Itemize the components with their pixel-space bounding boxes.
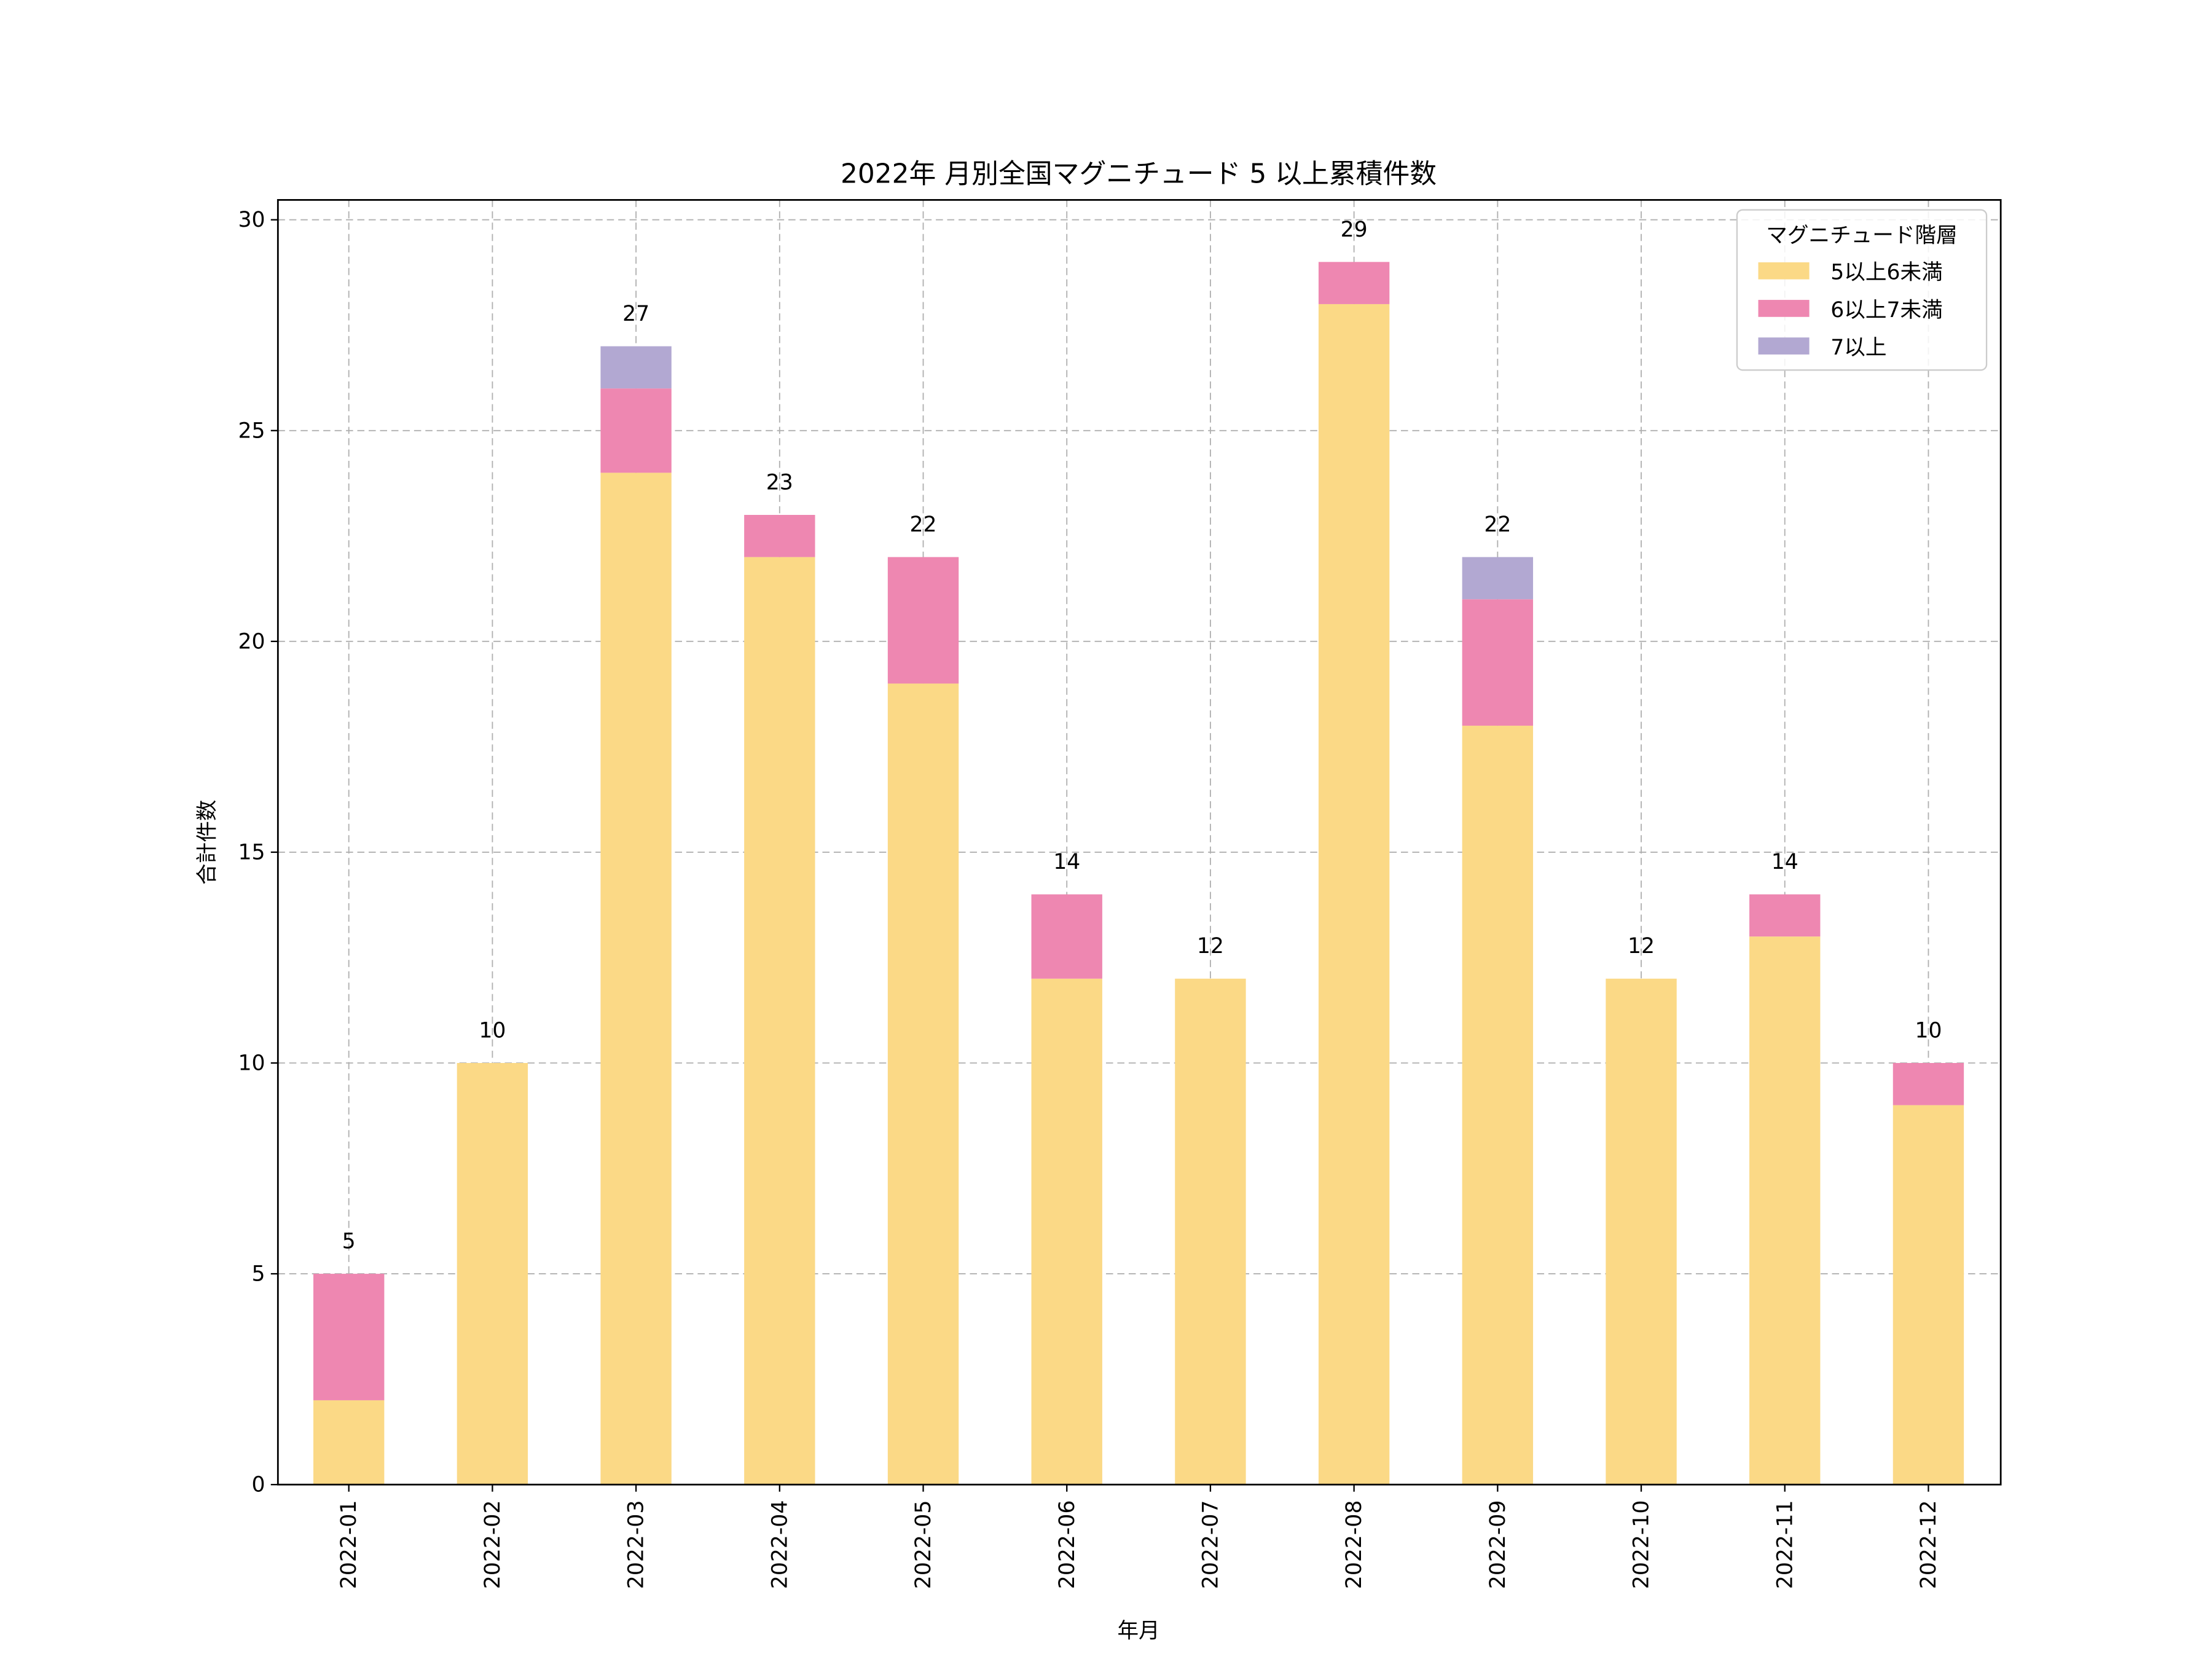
bar-segment bbox=[1462, 557, 1534, 600]
bar-segment bbox=[1749, 894, 1821, 937]
bar-segment bbox=[1318, 304, 1390, 1485]
total-label: 5 bbox=[342, 1230, 356, 1254]
y-axis-label: 合計件数 bbox=[195, 800, 219, 885]
y-tick-label: 10 bbox=[238, 1051, 265, 1076]
x-tick-label: 2022-01 bbox=[337, 1500, 361, 1590]
bar-segment bbox=[887, 557, 959, 684]
x-tick-label: 2022-12 bbox=[1916, 1500, 1941, 1590]
y-tick-label: 20 bbox=[238, 629, 265, 654]
legend-swatch bbox=[1758, 300, 1810, 317]
x-tick-label: 2022-11 bbox=[1773, 1500, 1797, 1590]
bar-segment bbox=[1749, 936, 1821, 1485]
legend-swatch bbox=[1758, 262, 1810, 280]
bar-segment bbox=[1892, 1063, 1964, 1105]
bar-segment bbox=[1175, 978, 1246, 1485]
bar-segment bbox=[1031, 894, 1102, 979]
legend: マグニチュード階層 5以上6未満 6以上7未満 7以上 bbox=[1736, 209, 1988, 371]
total-label: 10 bbox=[479, 1018, 506, 1043]
legend-entry: 6以上7未満 bbox=[1830, 298, 1942, 323]
total-label: 14 bbox=[1053, 850, 1080, 874]
y-tick-label: 15 bbox=[238, 840, 265, 865]
grid bbox=[278, 200, 2001, 1486]
bar-segment bbox=[1892, 1105, 1964, 1485]
total-label: 12 bbox=[1628, 934, 1655, 959]
x-tick-label: 2022-02 bbox=[480, 1500, 505, 1590]
bar-segment bbox=[1318, 262, 1390, 304]
bar-segment bbox=[313, 1400, 385, 1485]
legend-box bbox=[1736, 209, 1988, 371]
y-tick-label: 5 bbox=[252, 1262, 265, 1287]
x-tick-label: 2022-05 bbox=[911, 1500, 936, 1590]
total-label: 23 bbox=[766, 470, 793, 495]
x-tick-label: 2022-07 bbox=[1198, 1500, 1223, 1590]
legend-title: マグニチュード階層 bbox=[1766, 224, 1957, 248]
bar-segment bbox=[1462, 726, 1534, 1485]
x-tick-label: 2022-09 bbox=[1486, 1500, 1510, 1590]
x-tick-label: 2022-06 bbox=[1055, 1500, 1080, 1590]
bars bbox=[313, 262, 1964, 1485]
total-label: 12 bbox=[1197, 934, 1224, 959]
bar-segment bbox=[1031, 978, 1102, 1485]
bar-segment bbox=[887, 683, 959, 1485]
x-axis-label: 年月 bbox=[1117, 1618, 1159, 1643]
y-tick-label: 25 bbox=[238, 418, 265, 443]
total-label: 14 bbox=[1771, 850, 1798, 874]
total-label: 29 bbox=[1341, 218, 1368, 242]
bar-segment bbox=[600, 388, 672, 473]
x-tick-label: 2022-10 bbox=[1630, 1500, 1654, 1590]
bar-segment bbox=[600, 473, 672, 1485]
x-tick-label: 2022-03 bbox=[624, 1500, 649, 1590]
total-label: 22 bbox=[909, 512, 936, 537]
plot-frame bbox=[276, 199, 2002, 1486]
y-tick-label: 0 bbox=[252, 1473, 265, 1497]
bar-segment bbox=[1462, 599, 1534, 726]
chart-title: 2022年 月別全国マグニチュード 5 以上累積件数 bbox=[841, 159, 1437, 190]
legend-swatch bbox=[1758, 337, 1810, 355]
bar-segment bbox=[1606, 978, 1677, 1485]
legend-entry: 7以上 bbox=[1830, 335, 1886, 360]
x-axis: 2022-01 2022-02 2022-03 2022-04 2022-05 2022-… bbox=[337, 1484, 1941, 1589]
bar-segment bbox=[457, 1063, 528, 1485]
total-label: 22 bbox=[1484, 512, 1511, 537]
bar-segment bbox=[600, 346, 672, 389]
data-labels: 5 10 27 23 22 14 12 29 22 12 14 10 bbox=[342, 218, 1942, 1254]
total-label: 27 bbox=[622, 302, 649, 326]
legend-entry: 5以上6未満 bbox=[1830, 261, 1942, 285]
total-label: 10 bbox=[1915, 1018, 1942, 1043]
y-tick-label: 30 bbox=[238, 208, 265, 232]
x-tick-label: 2022-08 bbox=[1342, 1500, 1367, 1590]
bar-segment bbox=[744, 557, 815, 1485]
bar-segment bbox=[744, 515, 815, 557]
x-tick-label: 2022-04 bbox=[767, 1500, 792, 1590]
bar-segment bbox=[313, 1274, 385, 1400]
y-axis: 0 5 10 15 20 25 30 bbox=[238, 208, 278, 1497]
